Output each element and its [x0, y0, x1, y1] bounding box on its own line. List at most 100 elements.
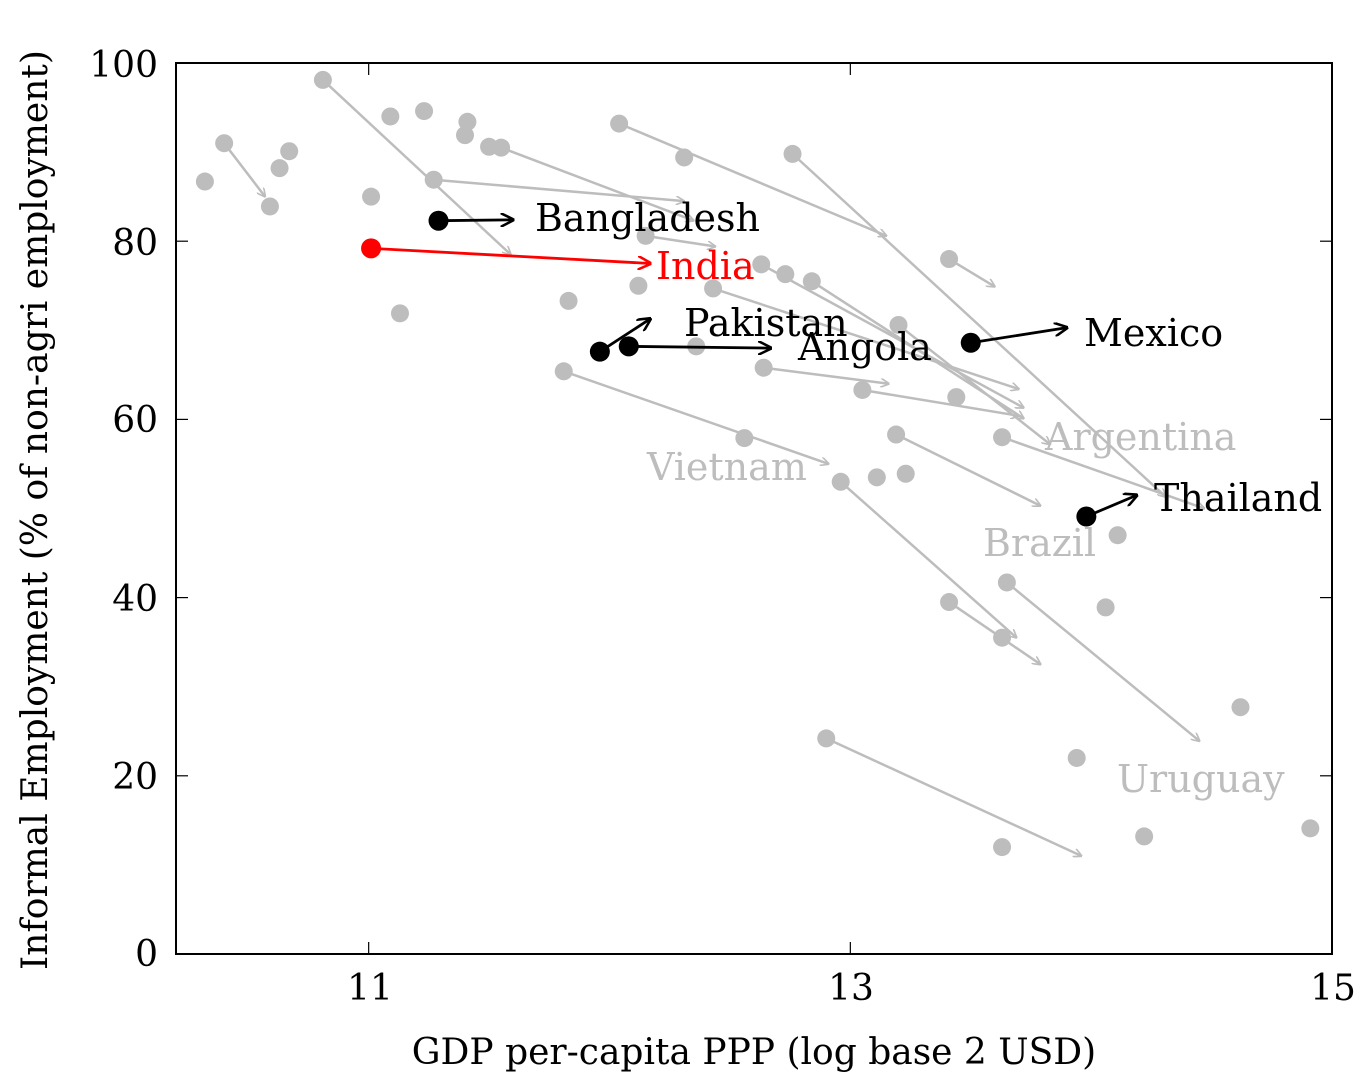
label-brazil: Brazil [983, 521, 1096, 565]
background-arrow [618, 122, 886, 236]
background-point [704, 279, 723, 298]
x-axis-title: GDP per-capita PPP (log base 2 USD) [412, 1032, 1096, 1073]
background-point [1135, 827, 1154, 846]
background-points [195, 70, 1320, 857]
background-point [752, 255, 771, 274]
background-arrows [223, 79, 1204, 856]
background-point [993, 628, 1012, 647]
y-tick-label-0: 0 [135, 934, 158, 975]
background-point [636, 226, 655, 245]
mexico-point [960, 332, 981, 353]
background-point [896, 464, 915, 483]
background-point [993, 838, 1012, 857]
bangladesh-point [428, 210, 449, 231]
background-point [1301, 819, 1320, 838]
background-arrow [1006, 581, 1200, 741]
y-tick-label-60: 60 [112, 400, 158, 441]
background-point [997, 573, 1016, 592]
label-india: India [656, 244, 755, 288]
y-tick-labels: 0 20 40 60 80 100 [89, 45, 158, 975]
background-point [947, 388, 966, 407]
background-arrow [895, 433, 1041, 506]
y-tick-label-80: 80 [112, 223, 158, 264]
background-point [993, 428, 1012, 447]
background-point [381, 107, 400, 126]
background-point [940, 593, 959, 612]
background-arrow [862, 388, 1019, 416]
y-tick-label-100: 100 [89, 45, 158, 86]
pakistan-arrow [599, 319, 651, 353]
bangladesh-arrow [438, 220, 514, 221]
background-point [313, 70, 332, 89]
label-thailand: Thailand [1154, 476, 1322, 520]
india-arrow [370, 246, 650, 263]
background-point [867, 468, 886, 487]
y-axis-title: Informal Employment (% of non-agri emplo… [15, 50, 56, 970]
x-tick-labels: 11 13 15 [347, 968, 1356, 1009]
background-point [887, 425, 906, 444]
background-point [1096, 598, 1115, 617]
label-vietnam: Vietnam [646, 445, 807, 489]
x-tick-label-15: 15 [1310, 968, 1356, 1009]
plot-frame [175, 62, 1333, 955]
background-point [554, 362, 573, 381]
background-arrow [433, 178, 684, 201]
background-point [940, 250, 959, 269]
background-arrow [322, 79, 511, 255]
label-argentina: Argentina [1044, 415, 1236, 459]
background-point [362, 187, 381, 206]
label-pakistan: Pakistan [684, 301, 848, 345]
background-point [735, 429, 754, 448]
background-point [754, 358, 773, 377]
y-tick-label-40: 40 [112, 579, 158, 620]
background-point [215, 134, 234, 153]
background-point [280, 142, 299, 161]
pakistan-point [589, 341, 610, 362]
label-angola: Angola [797, 325, 932, 369]
background-point [270, 159, 289, 178]
background-point [1067, 748, 1086, 767]
background-point [390, 304, 409, 323]
background-point [889, 315, 908, 334]
background-arrow [825, 737, 1081, 856]
background-point [1108, 526, 1127, 545]
background-arrow [839, 480, 1017, 638]
background-point [415, 102, 434, 121]
background-point [195, 172, 214, 191]
india-point [361, 238, 382, 259]
background-arrow [712, 287, 1019, 389]
background-point [458, 112, 477, 131]
background-arrow [500, 146, 694, 221]
background-arrow [563, 370, 829, 464]
background-point [831, 472, 850, 491]
y-tick-label-20: 20 [112, 757, 158, 798]
background-point [817, 729, 836, 748]
background-point [492, 138, 511, 157]
background-point [853, 380, 872, 399]
background-arrow [223, 142, 265, 196]
label-uruguay: Uruguay [1117, 757, 1285, 801]
background-point [776, 265, 795, 284]
angola-arrow [628, 346, 771, 348]
label-mexico: Mexico [1084, 311, 1223, 355]
background-arrow [897, 323, 1051, 444]
x-tick-label-11: 11 [347, 968, 393, 1009]
background-point [559, 291, 578, 310]
background-point [675, 148, 694, 167]
thailand-point [1076, 506, 1097, 527]
country-labels: Bangladesh India Pakistan Angola Mexico … [535, 196, 1322, 801]
label-bangladesh: Bangladesh [535, 196, 760, 240]
background-point [802, 272, 821, 291]
background-point [1231, 698, 1250, 717]
background-point [424, 170, 443, 189]
background-point [629, 276, 648, 295]
background-point [456, 126, 474, 145]
background-arrow [645, 234, 716, 247]
angola-point [618, 336, 639, 357]
background-arrow [1001, 436, 1204, 508]
background-point [783, 144, 802, 163]
background-arrow [791, 152, 1166, 497]
background-arrow [760, 263, 1024, 407]
background-point [260, 197, 279, 216]
